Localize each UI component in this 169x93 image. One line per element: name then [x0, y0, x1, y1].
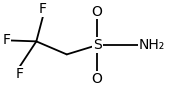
Text: F: F [39, 2, 47, 16]
Text: O: O [92, 72, 103, 86]
Text: F: F [2, 33, 10, 47]
Text: O: O [92, 5, 103, 19]
Text: NH₂: NH₂ [139, 38, 165, 52]
Text: S: S [93, 38, 102, 52]
Text: F: F [15, 67, 23, 81]
